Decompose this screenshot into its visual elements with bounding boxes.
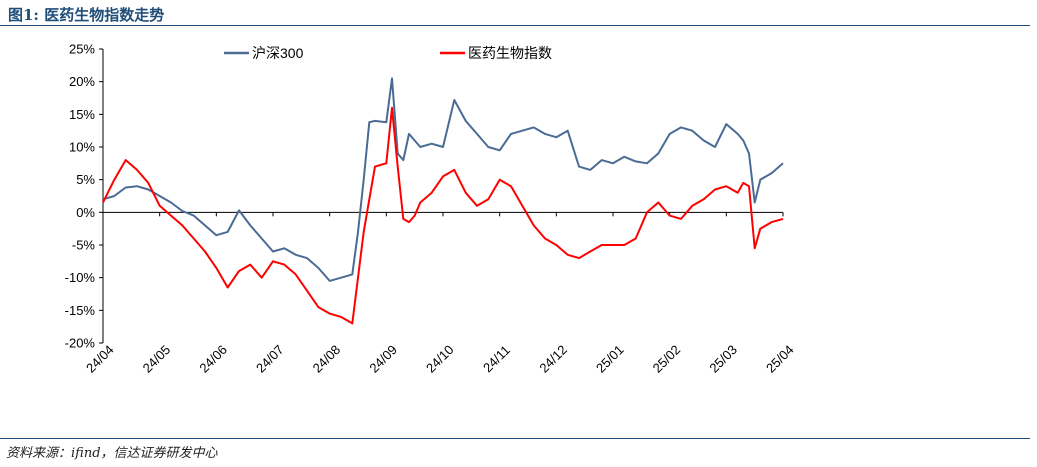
x-tick-label: 25/03 [706, 342, 740, 376]
x-tick-label: 24/11 [480, 342, 513, 375]
figure-title: 图1: 医药生物指数走势 [8, 6, 165, 24]
x-tick-label: 25/04 [763, 342, 797, 376]
y-tick-labels: 25% 20% 15% 10% 5% 0% -5% -10% -15% -20% [65, 42, 96, 351]
source-rule [0, 438, 1030, 439]
source-note: 资料来源：ifind，信达证券研发中心 [6, 446, 218, 461]
grid-layer [99, 48, 784, 344]
x-tick-label: 24/06 [196, 342, 230, 376]
series-line-pharma [102, 106, 784, 325]
y-tick-label: -10% [65, 270, 96, 285]
x-tick-label: 24/08 [310, 342, 344, 376]
y-tick-label: 0% [76, 205, 95, 220]
x-tick-label: 25/02 [650, 342, 684, 376]
title-rule [0, 25, 1030, 26]
legend-label: 沪深300 [252, 45, 304, 61]
y-tick-label: 15% [69, 107, 95, 122]
x-tick-label: 24/07 [253, 342, 287, 376]
y-tick-label: -15% [65, 303, 96, 318]
x-tick-label: 24/09 [366, 342, 400, 376]
x-tick-label: 24/05 [140, 342, 174, 376]
y-tick-label: 20% [69, 74, 95, 89]
series-line-csi300 [102, 77, 784, 282]
y-tick-label: 10% [69, 140, 95, 155]
y-tick-label: 5% [76, 172, 95, 187]
y-tick-label: -5% [72, 238, 96, 253]
x-tick-label: 25/01 [593, 342, 627, 376]
y-tick-label: 25% [69, 42, 95, 57]
x-tick-label: 24/12 [536, 342, 570, 376]
x-tick-label: 24/10 [423, 342, 457, 376]
series-layer [102, 77, 784, 325]
legend-label: 医药生物指数 [468, 45, 552, 61]
x-tick-labels: 24/04 24/05 24/06 24/07 24/08 24/09 24/10 24/11… [83, 342, 797, 376]
y-tick-label: -20% [65, 336, 96, 351]
legend: 沪深300 医药生物指数 [224, 45, 552, 61]
